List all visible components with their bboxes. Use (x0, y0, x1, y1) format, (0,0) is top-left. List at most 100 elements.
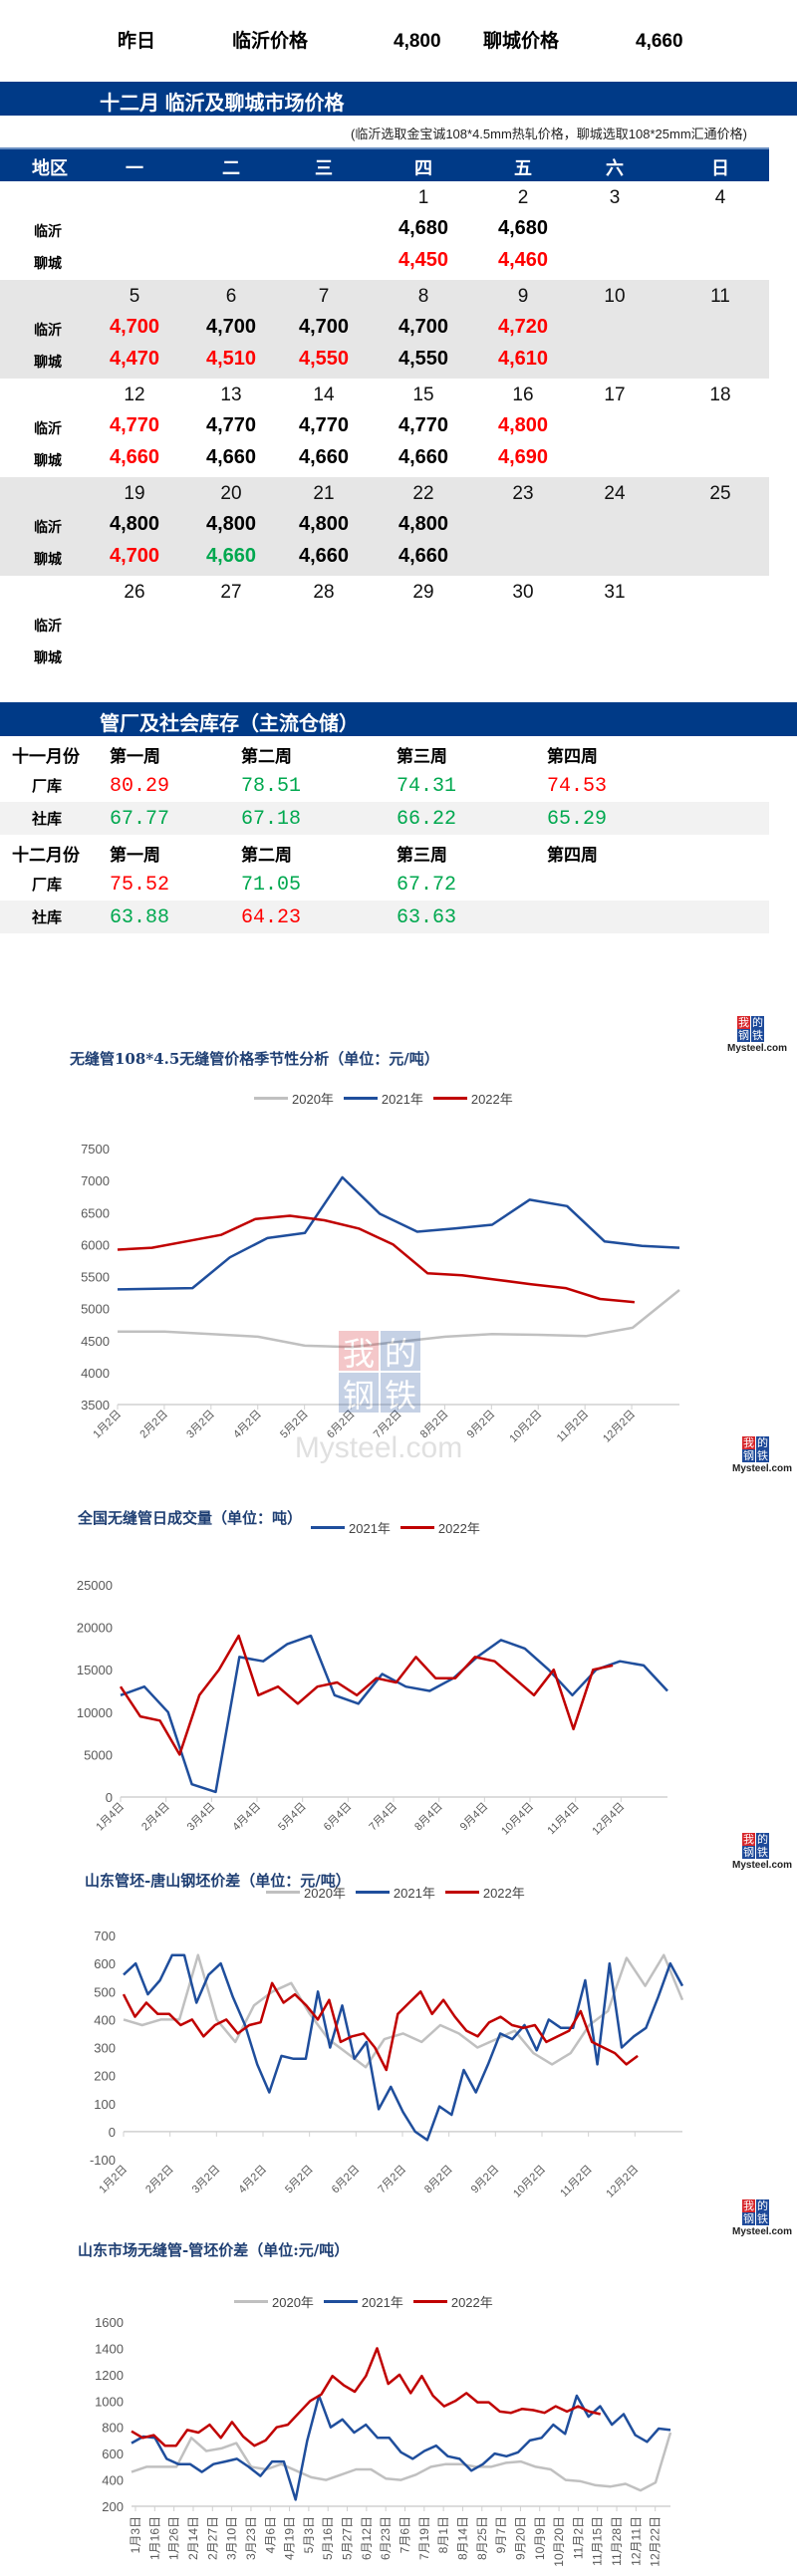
x-tick-label: 4月2日 (236, 2164, 269, 2196)
calendar-day-number: 23 (512, 483, 534, 504)
legend-swatch (355, 1891, 390, 1894)
x-tick-label: 9月2日 (469, 2164, 502, 2196)
inventory-value: 66.22 (397, 808, 457, 831)
inventory-social-row: 社库 63.88 64.23 63.63 (0, 901, 769, 933)
x-tick-label: 12月4日 (590, 1801, 627, 1838)
inventory-value: 80.29 (110, 775, 170, 798)
x-tick-label: 11月2日 (558, 2164, 594, 2199)
calendar-day-number: 14 (313, 385, 335, 405)
row-label-linyi: 临沂 (34, 619, 62, 635)
logo-text: Mysteel.com (732, 1860, 793, 1871)
x-tick-label: 7月19日 (417, 2516, 431, 2560)
y-tick-label: 800 (102, 2421, 124, 2436)
calendar-day-number: 24 (604, 483, 626, 504)
legend-item: 2022年 (412, 2292, 493, 2311)
x-tick-label: 11月2日 (555, 1409, 591, 1444)
x-tick-label: 6月23日 (379, 2516, 393, 2560)
x-tick-label: 1月4日 (94, 1801, 127, 1834)
inventory-factory-label: 厂库 (32, 777, 63, 795)
x-tick-label: 2月2日 (143, 2164, 176, 2196)
inventory-value: 65.29 (547, 808, 608, 831)
x-tick-label: 12月2日 (604, 2164, 641, 2200)
legend-item: 2021年 (311, 1518, 391, 1537)
x-tick-label: 4月19日 (283, 2516, 297, 2560)
inventory-week-label: 第三周 (397, 846, 447, 866)
linyi-price-cell: 4,700 (398, 316, 449, 338)
chart-title: 全国无缝管日成交量（单位：吨） (78, 1509, 303, 1527)
x-tick-label: 5月16日 (321, 2516, 335, 2560)
y-tick-label: 7000 (81, 1173, 110, 1188)
line-chart: 7500 7000 6500 6000 5500 5000 4500 4000 35001月2日… (81, 1142, 680, 1464)
logo-char: 的 (756, 1833, 769, 1846)
y-tick-label: 5500 (81, 1270, 110, 1285)
liaocheng-price-cell: 4,660 (398, 545, 449, 567)
legend-label: 2020年 (272, 2295, 314, 2310)
linyi-price-value: 4,800 (394, 31, 441, 52)
y-tick-label: 5000 (81, 1302, 110, 1317)
legend-label: 2021年 (393, 1886, 435, 1901)
svg-text:铁: 铁 (385, 1378, 416, 1414)
y-tick-label: 600 (94, 1956, 116, 1971)
row-label-linyi: 临沂 (34, 323, 62, 339)
logo-char: 钢 (742, 2212, 755, 2225)
liaocheng-price-cell: 4,610 (497, 348, 549, 370)
inventory-factory-row: 厂库 80.29 78.51 74.31 74.53 (0, 769, 769, 802)
mysteel-logo: 我的钢铁 Mysteel.com (732, 2199, 792, 2249)
x-tick-label: 1月16日 (147, 2516, 161, 2560)
legend-swatch (399, 1526, 434, 1529)
y-tick-label: 400 (102, 2473, 124, 2488)
logo-char: 的 (756, 1436, 769, 1449)
y-tick-label: 500 (94, 1984, 116, 1999)
chart-legend: 2020年 2021年 2022年 (266, 1883, 525, 1902)
y-tick-label: 1200 (95, 2368, 124, 2383)
y-tick-label: -100 (90, 2153, 116, 2168)
row-label-liaocheng: 聊城 (34, 355, 62, 371)
logo-char: 的 (751, 1016, 764, 1029)
row-label-linyi: 临沂 (34, 520, 62, 536)
line-chart: 1600 1400 1200 1000 800 600 400 200 1月3日 1月16日 1月2… (95, 2315, 672, 2567)
legend-label: 2021年 (349, 1521, 391, 1536)
liaocheng-price-cell: 4,690 (497, 446, 549, 468)
legend-label: 2021年 (381, 1092, 423, 1107)
inventory-social-label: 社库 (32, 908, 63, 926)
inventory-value: 63.88 (110, 906, 170, 929)
chart-title: 山东市场无缝管-管坯价差（单位:元/吨） (78, 2241, 350, 2259)
x-tick-label: 12月2日 (601, 1409, 638, 1445)
y-tick-label: 20000 (77, 1621, 113, 1636)
y-tick-label: 5000 (84, 1747, 113, 1762)
x-tick-label: 5月2日 (283, 2164, 316, 2196)
series-line-2021 (131, 2394, 671, 2501)
calendar-header-cell: 日 (711, 158, 729, 178)
calendar-day-number: 3 (609, 187, 621, 208)
calendar-day-number: 27 (220, 582, 242, 603)
legend-item: 2021年 (343, 1089, 423, 1108)
liaocheng-price-label: 聊城价格 (483, 31, 560, 52)
inventory-week-label: 第四周 (547, 747, 598, 767)
inventory-value: 74.31 (397, 775, 457, 798)
calendar-day-number: 12 (124, 385, 145, 405)
logo-char: 我 (737, 1016, 750, 1029)
x-tick-label: 3月2日 (184, 1409, 217, 1441)
row-label-linyi: 临沂 (34, 421, 62, 437)
legend-label: 2022年 (450, 2295, 493, 2310)
x-tick-label: 8月4日 (412, 1801, 445, 1834)
liaocheng-price-cell: 4,660 (298, 446, 350, 468)
y-tick-label: 7500 (81, 1142, 110, 1157)
calendar-day-number: 1 (417, 187, 429, 208)
inventory-factory-row: 厂库 75.52 71.05 67.72 (0, 868, 769, 901)
x-tick-label: 3月4日 (185, 1801, 218, 1834)
y-tick-label: 1600 (95, 2315, 124, 2330)
calendar-header-cell: 三 (315, 158, 333, 178)
linyi-price-cell: 4,800 (298, 513, 350, 535)
calendar-day-number: 4 (714, 187, 726, 208)
chart-legend: 2020年 2021年 2022年 (254, 1089, 513, 1108)
calendar-day-number: 2 (517, 187, 529, 208)
inventory-value: 67.77 (110, 808, 170, 831)
x-tick-label: 3月2日 (190, 2164, 223, 2196)
x-tick-label: 1月2日 (97, 2164, 130, 2196)
chart-title: 无缝管108*4.5无缝管价格季节性分析（单位：元/吨） (70, 1050, 439, 1068)
y-tick-label: 200 (102, 2499, 124, 2514)
y-tick-label: 4000 (81, 1366, 110, 1381)
calendar-note: (临沂选取金宝诚108*4.5mm热轧价格，聊城选取108*25mm汇通价格) (350, 127, 747, 141)
x-tick-label: 4月6日 (263, 2516, 277, 2553)
